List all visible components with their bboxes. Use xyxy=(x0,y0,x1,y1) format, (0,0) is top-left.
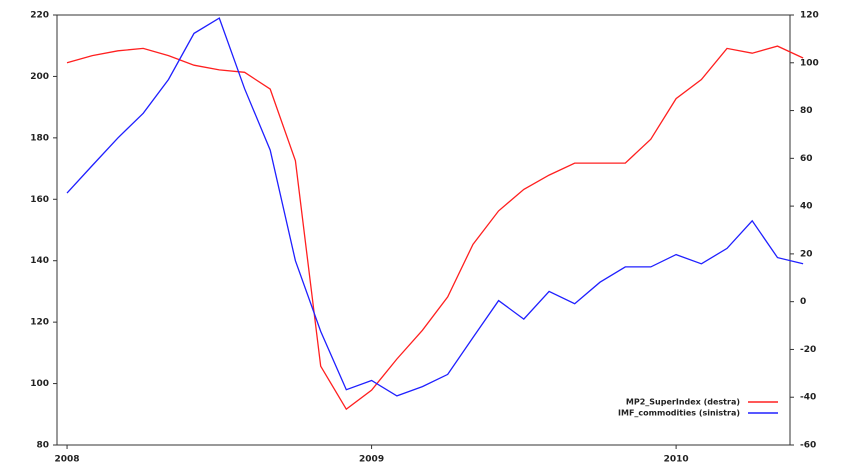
y2-tick-label: 100 xyxy=(800,58,819,68)
y2-tick-label: -60 xyxy=(800,441,816,451)
y-tick-label: 100 xyxy=(30,379,49,389)
y-tick-label: 160 xyxy=(30,195,49,205)
y2-tick-label: 0 xyxy=(800,297,806,307)
series-line xyxy=(66,17,804,397)
y2-tick-label: 20 xyxy=(800,249,813,259)
y2-tick-label: 40 xyxy=(800,202,813,212)
y-tick-label: 220 xyxy=(30,11,49,21)
y2-tick-label: 80 xyxy=(800,106,813,116)
y-tick-label: 200 xyxy=(30,72,49,82)
y2-tick-label: -20 xyxy=(800,345,816,355)
y-tick-label: 120 xyxy=(30,318,49,328)
y2-tick-label: -40 xyxy=(800,393,816,403)
y2-tick-label: 60 xyxy=(800,154,813,164)
y-tick-label: 140 xyxy=(30,256,49,266)
y-tick-label: 80 xyxy=(36,441,49,451)
series-line xyxy=(66,45,804,411)
x-tick-label: 2008 xyxy=(55,455,80,465)
legend-label: MP2_SuperIndex (destra) xyxy=(626,398,740,407)
x-tick-label: 2010 xyxy=(664,455,689,465)
legend-label: IMF_commodities (sinistra) xyxy=(618,409,740,418)
x-tick-label: 2009 xyxy=(359,455,384,465)
plot-frame xyxy=(56,14,791,446)
y-tick-label: 180 xyxy=(30,133,49,143)
y2-tick-label: 120 xyxy=(800,11,819,21)
